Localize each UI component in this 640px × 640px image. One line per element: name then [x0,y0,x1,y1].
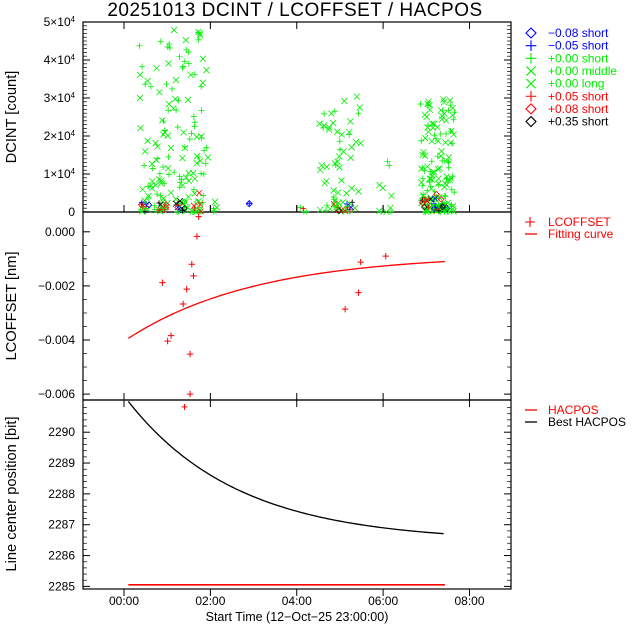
svg-text:−0.004: −0.004 [38,333,75,347]
svg-text:2286: 2286 [48,549,75,563]
svg-text:08:00: 08:00 [454,594,484,608]
svg-text:0: 0 [68,205,75,219]
svg-text:−0.002: −0.002 [38,279,75,293]
svg-text:06:00: 06:00 [368,594,398,608]
svg-text:Line center position [bit]: Line center position [bit] [4,416,20,571]
svg-text:2290: 2290 [48,425,75,439]
svg-text:Start Time (12−Oct−25 23:00:00: Start Time (12−Oct−25 23:00:00) [206,610,389,624]
svg-text:2285: 2285 [48,579,75,593]
svg-text:2287: 2287 [48,518,75,532]
svg-text:0.000: 0.000 [45,225,75,239]
svg-text:04:00: 04:00 [282,594,312,608]
svg-text:2288: 2288 [48,487,75,501]
svg-text:Best HACPOS: Best HACPOS [548,415,626,429]
svg-text:−0.006: −0.006 [38,387,75,401]
svg-text:LCOFFSET [nm]: LCOFFSET [nm] [4,251,20,360]
svg-text:20251013 DCINT / LCOFFSET / HA: 20251013 DCINT / LCOFFSET / HACPOS [107,0,482,21]
svg-text:+0.35 short: +0.35 short [548,115,609,129]
svg-text:00:00: 00:00 [109,594,139,608]
svg-text:Fitting curve: Fitting curve [548,227,614,241]
svg-text:DCINT [count]: DCINT [count] [4,71,20,164]
svg-text:02:00: 02:00 [195,594,225,608]
svg-text:2289: 2289 [48,456,75,470]
